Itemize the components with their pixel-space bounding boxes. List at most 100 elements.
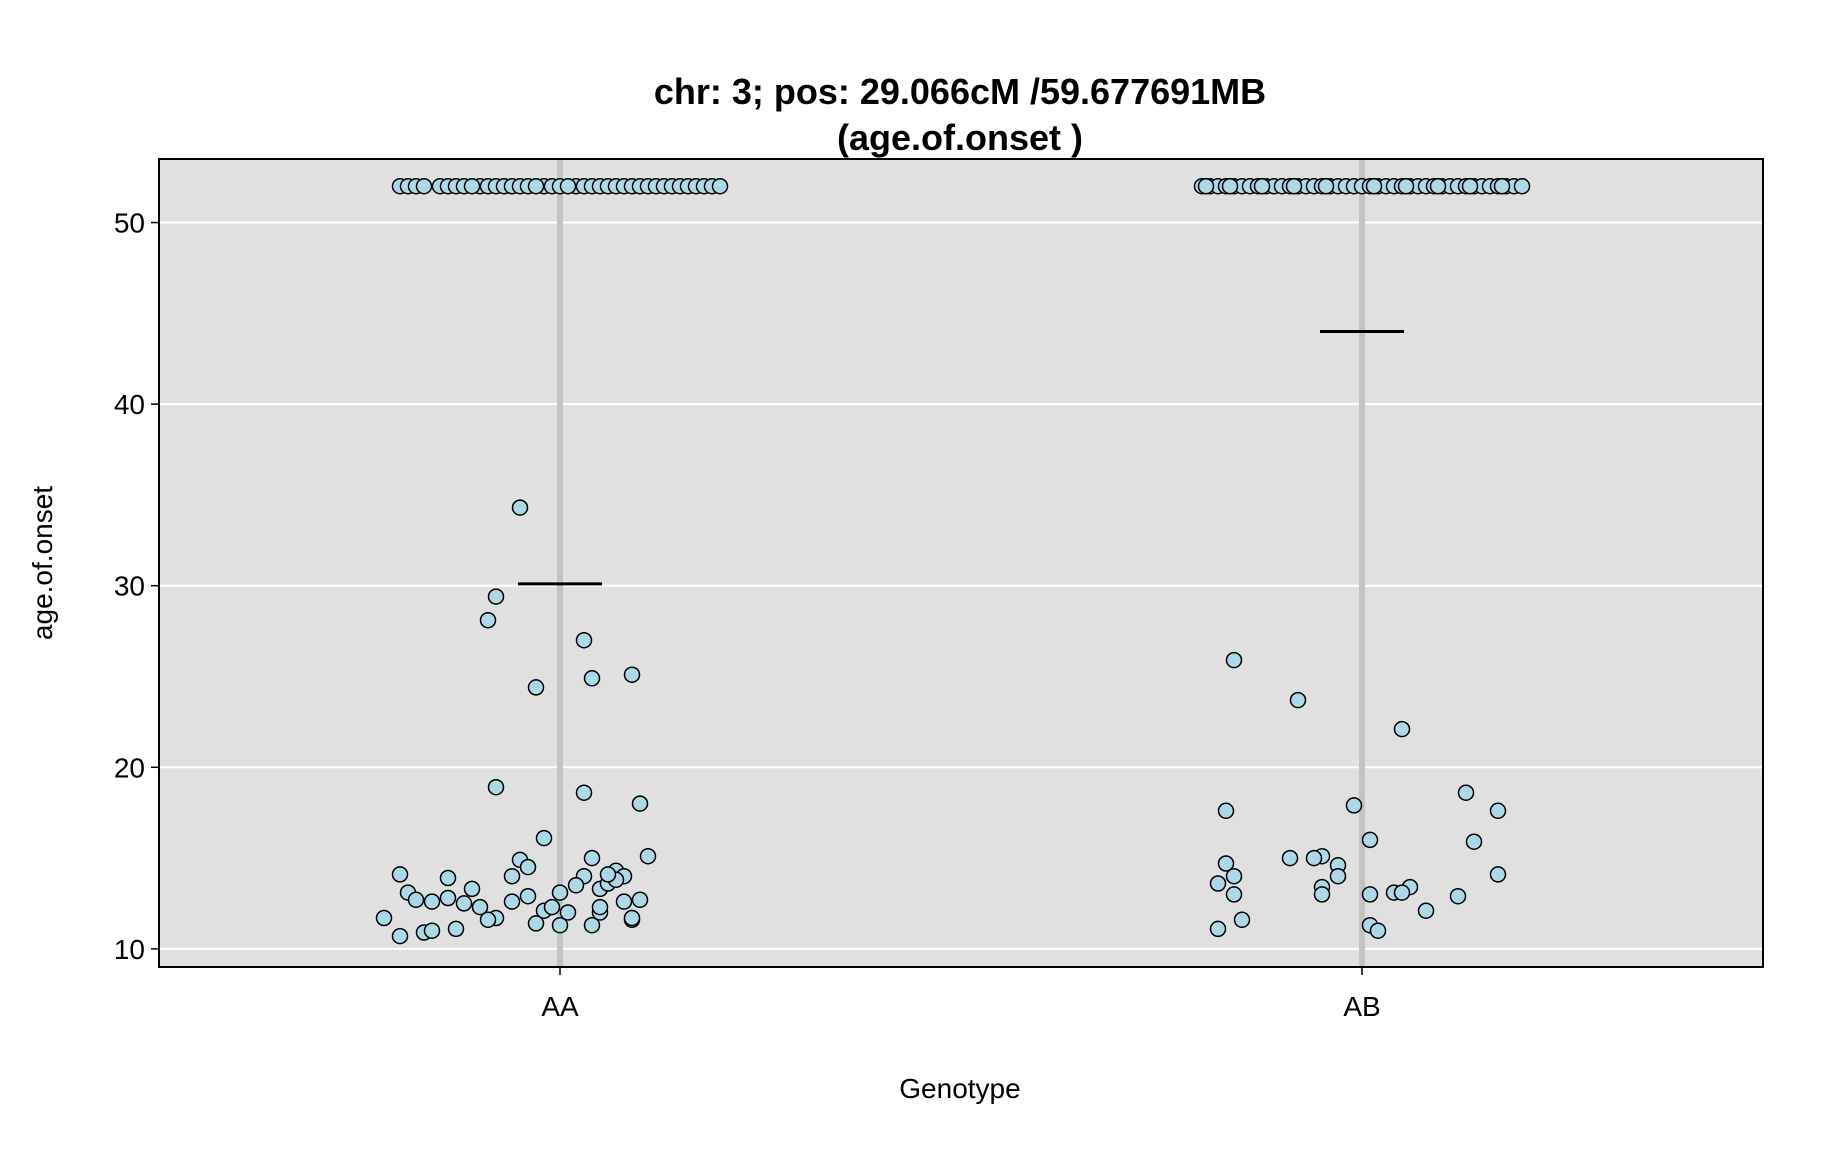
data-point: [375, 909, 393, 927]
data-point: [623, 666, 641, 683]
data-point: [711, 177, 729, 195]
data-point: [1489, 802, 1507, 820]
data-point: [583, 916, 601, 934]
data-point: [1393, 884, 1411, 901]
data-point: [447, 920, 465, 938]
data-point: [615, 893, 633, 910]
y-tick-label: 30: [114, 571, 145, 602]
y-tick-label: 20: [114, 752, 145, 783]
data-point: [415, 177, 433, 195]
data-point: [1313, 886, 1331, 903]
x-tick-label: AB: [1343, 991, 1380, 1022]
data-point: [1329, 867, 1347, 885]
data-point: [519, 887, 537, 905]
chart-title-line-2: (age.of.onset ): [837, 117, 1083, 158]
data-point: [1221, 177, 1239, 195]
data-point: [583, 849, 601, 867]
data-point: [1209, 920, 1227, 938]
data-point: [575, 784, 593, 801]
data-point: [1457, 784, 1475, 801]
data-point: [439, 889, 457, 907]
data-point: [1253, 177, 1271, 195]
data-point: [1361, 886, 1379, 903]
plot-border: [158, 158, 1764, 968]
plot-area: [158, 158, 1764, 968]
data-point: [423, 922, 441, 939]
data-point: [1305, 849, 1323, 867]
data-point: [479, 911, 497, 929]
category-lines: [557, 159, 1365, 967]
data-point: [559, 177, 577, 195]
data-point: [551, 884, 569, 901]
data-point: [503, 867, 521, 885]
data-point: [1217, 802, 1235, 820]
y-tick-label: 50: [114, 208, 145, 239]
data-point: [639, 847, 657, 865]
data-point: [1345, 797, 1363, 814]
mean-lines: [518, 329, 1404, 586]
data-point: [599, 866, 617, 883]
data-point: [1365, 177, 1383, 195]
data-point: [1225, 867, 1243, 885]
data-point: [511, 499, 529, 516]
y-tick-label: 40: [114, 389, 145, 420]
data-point: [1233, 911, 1251, 929]
gridlines: [159, 221, 1763, 950]
data-point: [1397, 177, 1415, 195]
data-point: [535, 829, 553, 847]
data-point: [519, 858, 537, 876]
x-axis-label: Genotype: [899, 1073, 1020, 1104]
data-point: [1285, 177, 1303, 195]
chart-title-line-1: chr: 3; pos: 29.066cM /59.677691MB: [654, 71, 1266, 112]
data-point: [1429, 177, 1447, 195]
data-point: [1417, 902, 1435, 919]
x-axis: AA AB: [541, 967, 1381, 1022]
data-point: [1465, 833, 1483, 850]
data-point: [591, 898, 609, 916]
data-point: [527, 915, 545, 932]
data-point: [391, 927, 409, 945]
data-point: [583, 670, 601, 687]
data-point: [575, 631, 593, 649]
data-point: [1225, 886, 1243, 903]
data-point: [1361, 831, 1379, 849]
data-point: [471, 898, 489, 916]
data-point: [631, 891, 649, 909]
data-point: [463, 177, 481, 195]
data-point: [543, 898, 561, 916]
data-point: [1197, 177, 1215, 195]
data-point: [455, 895, 473, 912]
data-point: [623, 909, 641, 927]
y-axis-label: age.of.onset: [27, 486, 58, 640]
data-point: [567, 877, 585, 894]
data-point: [1513, 177, 1531, 195]
data-point: [1369, 922, 1387, 939]
data-point: [1393, 720, 1411, 738]
data-point: [1225, 651, 1243, 669]
data-point: [463, 880, 481, 898]
data-point: [1289, 691, 1307, 709]
data-point: [439, 869, 457, 887]
data-point: [551, 916, 569, 934]
data-point: [1217, 855, 1235, 872]
data-point: [1461, 177, 1479, 195]
data-point: [1281, 849, 1299, 867]
data-point: [559, 904, 577, 921]
data-point: [1449, 887, 1467, 905]
data-point: [479, 611, 497, 629]
data-point: [407, 891, 425, 909]
y-axis: 10 20 30 40 50: [114, 208, 159, 965]
data-points: [375, 177, 1531, 945]
data-point: [1317, 177, 1335, 195]
data-point: [423, 893, 441, 910]
data-point: [527, 177, 545, 195]
data-point: [527, 679, 545, 696]
data-point: [631, 795, 649, 812]
data-point: [1209, 875, 1227, 892]
data-point: [1493, 177, 1511, 195]
data-point: [503, 893, 521, 910]
data-point: [1489, 866, 1507, 883]
data-point: [391, 866, 409, 883]
